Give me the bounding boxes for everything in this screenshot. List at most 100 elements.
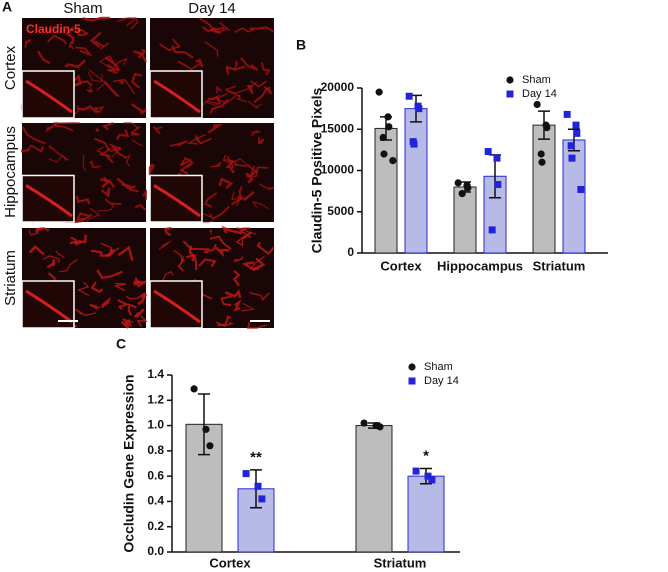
vessel xyxy=(256,241,275,255)
vessel xyxy=(75,46,93,57)
y-tick-label: 0.8 xyxy=(147,443,164,457)
vessel xyxy=(241,303,256,312)
legend-label: Sham xyxy=(522,74,551,86)
vessel xyxy=(222,158,247,165)
row-label: Striatum xyxy=(2,250,19,306)
vessel xyxy=(233,60,239,70)
vessel xyxy=(182,240,210,251)
vessel xyxy=(69,234,87,245)
y-tick-label: 10000 xyxy=(321,163,355,177)
row-label: Cortex xyxy=(2,45,19,90)
vessel xyxy=(125,292,146,300)
data-point xyxy=(410,140,418,148)
y-axis-label: Claudin-5 Positive Pixels xyxy=(309,87,325,253)
vessel xyxy=(199,94,221,110)
vessel xyxy=(75,195,91,205)
vessel xyxy=(131,72,143,89)
vessel xyxy=(45,122,59,133)
vessel xyxy=(252,257,266,271)
vessel xyxy=(222,154,238,167)
data-point xyxy=(573,129,581,137)
vessel xyxy=(65,26,75,45)
inset xyxy=(149,70,203,119)
inset-vessel xyxy=(25,289,73,324)
vessel xyxy=(59,259,78,273)
vessel xyxy=(21,149,30,153)
vessel xyxy=(134,277,147,288)
panel-letter: B xyxy=(296,37,306,53)
data-point xyxy=(360,419,368,427)
vessel xyxy=(99,153,114,164)
vessel xyxy=(216,22,230,34)
vessel xyxy=(246,321,268,329)
vessel xyxy=(93,106,105,114)
data-point xyxy=(493,154,501,162)
data-point xyxy=(563,110,571,118)
data-point xyxy=(258,495,266,503)
vessel xyxy=(251,200,269,210)
vessel xyxy=(203,243,217,254)
vessel xyxy=(231,191,242,207)
vessel xyxy=(53,124,74,132)
data-point xyxy=(380,150,388,158)
vessel xyxy=(209,229,213,235)
vessel xyxy=(220,295,232,307)
vessel xyxy=(102,122,114,131)
vessel xyxy=(134,203,147,211)
vessel xyxy=(141,189,147,200)
legend-marker xyxy=(506,90,514,98)
stain-label: Claudin-5 xyxy=(26,22,81,36)
vessel xyxy=(233,299,242,312)
vessel xyxy=(117,245,134,261)
data-point xyxy=(484,148,492,156)
vessel xyxy=(26,144,44,153)
panel-letter: C xyxy=(116,336,126,352)
vessel xyxy=(108,143,127,159)
panel-letter: A xyxy=(2,0,12,15)
vessel xyxy=(257,136,265,145)
panel-a: A Sham Day 14 Cortex Hippocampus Striatu… xyxy=(2,0,275,330)
vessel xyxy=(117,299,130,311)
vessel xyxy=(137,293,148,306)
bar xyxy=(404,108,428,254)
legend-marker xyxy=(506,76,514,84)
vessel xyxy=(235,235,246,247)
data-point xyxy=(577,185,585,193)
data-point xyxy=(494,181,502,189)
vessel xyxy=(68,41,74,50)
vessel xyxy=(101,176,110,189)
x-tick-label: Cortex xyxy=(209,555,251,570)
vessel xyxy=(195,57,204,68)
vessel xyxy=(28,229,39,236)
vessel xyxy=(159,240,172,250)
y-tick-label: 5000 xyxy=(327,204,354,218)
vessel xyxy=(85,207,101,223)
vessel xyxy=(77,105,98,114)
data-point xyxy=(405,92,413,100)
y-tick-label: 1.0 xyxy=(147,418,164,432)
inset-vessel xyxy=(153,184,201,218)
vessel xyxy=(120,319,131,329)
vessel xyxy=(24,39,32,49)
vessel xyxy=(258,183,275,191)
data-point xyxy=(190,385,198,393)
vessel xyxy=(235,93,247,103)
data-point xyxy=(202,425,210,433)
vessel xyxy=(75,212,90,221)
y-tick-label: 15000 xyxy=(321,121,355,135)
data-point xyxy=(568,154,576,162)
vessel xyxy=(46,258,56,269)
vessel xyxy=(232,256,244,263)
vessel xyxy=(122,318,134,328)
vessel xyxy=(260,62,271,76)
vessel xyxy=(42,255,60,263)
vessel xyxy=(22,126,46,145)
vessel xyxy=(82,154,87,172)
vessel xyxy=(171,45,194,59)
vessel xyxy=(164,226,172,237)
vessel xyxy=(247,100,263,110)
data-point xyxy=(389,157,397,165)
data-point xyxy=(537,150,545,158)
data-point xyxy=(488,226,496,234)
